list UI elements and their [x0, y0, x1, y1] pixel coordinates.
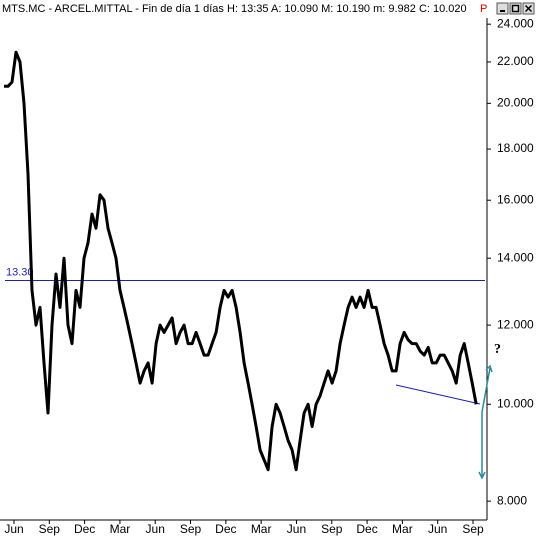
y-tick-label: 14.000: [497, 250, 534, 264]
arrow-down: [478, 412, 486, 480]
x-tick-label: Mar: [392, 522, 413, 536]
x-tick-label: Dec: [215, 522, 236, 536]
x-tick-label: Mar: [251, 522, 272, 536]
x-tick-label: Sep: [462, 522, 484, 536]
chart-title: MTS.MC - ARCEL.MITTAL - Fin de día 1 día…: [2, 3, 467, 15]
maximize-button[interactable]: [509, 2, 522, 15]
minimize-button[interactable]: [496, 2, 509, 15]
x-tick-label: Jun: [4, 522, 23, 536]
y-tick-label: 8.000: [497, 493, 527, 507]
x-tick-label: Sep: [180, 522, 202, 536]
y-tick-label: 12.000: [497, 317, 534, 331]
flag: P: [480, 3, 487, 15]
x-tick-label: Jun: [428, 522, 447, 536]
window-buttons[interactable]: [496, 2, 535, 15]
x-tick-label: Sep: [321, 522, 343, 536]
y-tick-label: 22.000: [497, 54, 534, 68]
y-tick-label: 10.000: [497, 396, 534, 410]
y-tick-label: 18.000: [497, 141, 534, 155]
price-line: [4, 50, 478, 472]
y-tick-label: 20.000: [497, 96, 534, 110]
reference-label: 13.30: [6, 266, 34, 278]
x-tick-label: Sep: [39, 522, 61, 536]
annotation: ?: [494, 342, 501, 357]
trend-line: [395, 384, 481, 405]
y-tick-label: 16.000: [497, 192, 534, 206]
arrow-up: [481, 364, 493, 413]
y-tick-label: 24.000: [497, 16, 534, 30]
x-tick-label: Dec: [74, 522, 95, 536]
x-tick-label: Jun: [146, 522, 165, 536]
x-tick-label: Mar: [110, 522, 131, 536]
x-tick-label: Jun: [287, 522, 306, 536]
x-tick-label: Dec: [356, 522, 377, 536]
